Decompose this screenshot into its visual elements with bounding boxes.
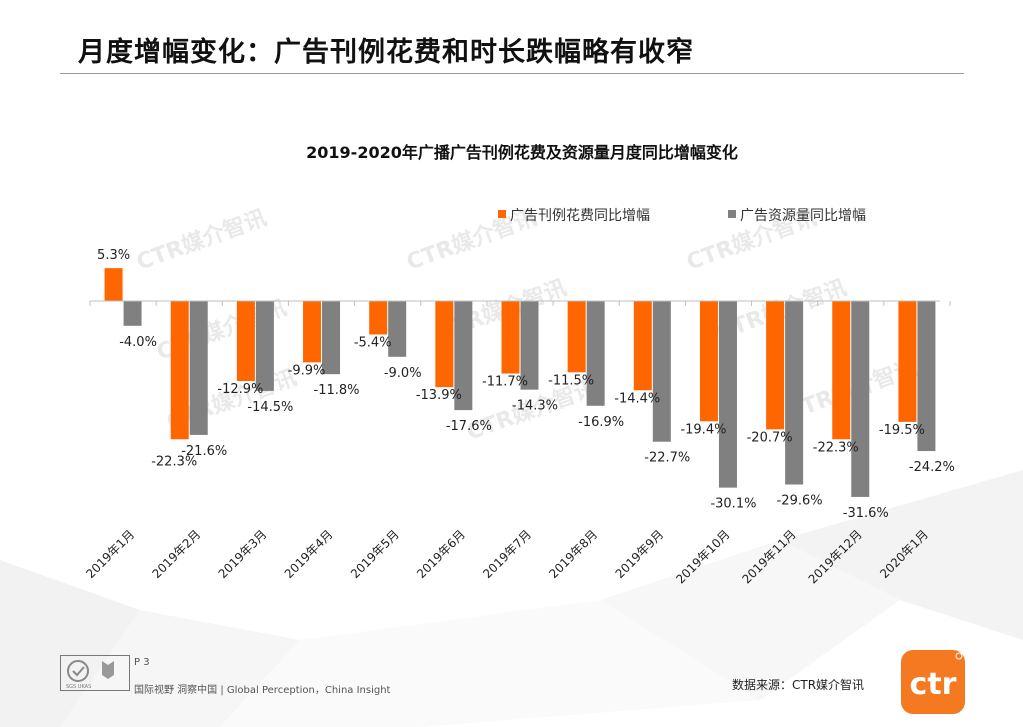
ctr-logo: ctr	[901, 650, 965, 714]
bar-s2-4	[322, 301, 341, 375]
bar-s2-7	[520, 301, 539, 390]
chart-title: 2019-2020年广播广告刊例花费及资源量月度同比增幅变化	[306, 143, 738, 162]
data-label-s2-5: -9.0%	[384, 366, 422, 381]
legend-swatch-1	[498, 210, 506, 218]
bar-s1-11	[766, 301, 785, 430]
cert-text: SGS UKAS	[66, 684, 91, 690]
bar-s1-2	[170, 301, 189, 440]
data-source: 数据来源：CTR媒介智讯	[732, 678, 865, 692]
bar-s1-12	[832, 301, 851, 440]
data-label-s1-8: -11.5%	[548, 373, 594, 388]
bar-s2-6	[454, 301, 473, 411]
x-tick-label-7: 2019年7月	[480, 527, 534, 581]
legend-swatch-2	[728, 210, 736, 218]
x-tick-label-11: 2019年11月	[739, 527, 798, 586]
x-tick-label-6: 2019年6月	[414, 527, 468, 581]
data-label-s2-10: -30.1%	[710, 497, 756, 512]
ctr-logo-text: ctr	[910, 667, 957, 702]
data-label-s1-7: -11.7%	[482, 375, 528, 390]
data-label-s2-1: -4.0%	[119, 335, 157, 350]
x-tick-label-13: 2020年1月	[877, 527, 931, 581]
data-label-s1-10: -19.4%	[680, 422, 726, 437]
bar-s2-2	[189, 301, 208, 435]
data-label-s1-6: -13.9%	[416, 388, 462, 403]
legend-label-1: 广告刊例花费同比增幅	[510, 208, 650, 224]
x-tick-label-8: 2019年8月	[546, 527, 600, 581]
title-divider	[60, 73, 964, 74]
bar-s1-8	[567, 301, 586, 373]
footer-tagline: 国际视野 洞察中国 | Global Perception，China Insi…	[134, 685, 391, 696]
bar-s1-6	[435, 301, 454, 388]
x-tick-label-4: 2019年4月	[282, 527, 336, 581]
bar-s1-9	[633, 301, 652, 391]
bar-s1-10	[699, 301, 718, 422]
bar-s1-7	[501, 301, 520, 374]
certification-logo: SGS UKAS	[60, 655, 130, 691]
x-tick-label-9: 2019年9月	[613, 527, 667, 581]
bar-s2-3	[255, 301, 274, 391]
x-tick-label-10: 2019年10月	[673, 527, 732, 586]
data-label-s2-7: -14.3%	[512, 399, 558, 414]
bar-s2-13	[917, 301, 936, 452]
bar-s1-13	[898, 301, 917, 422]
page-title: 月度增幅变化：广告刊例花费和时长跌幅略有收窄	[78, 37, 694, 68]
data-label-s1-5: -5.4%	[354, 335, 392, 350]
data-label-s1-2: -22.3%	[151, 454, 197, 469]
bar-s2-1	[123, 301, 142, 326]
bar-s2-11	[785, 301, 804, 485]
data-label-s2-3: -14.5%	[247, 400, 293, 415]
watermark-text: CTR媒介智讯	[133, 205, 270, 276]
data-label-s1-11: -20.7%	[747, 430, 793, 445]
data-label-s2-4: -11.8%	[314, 383, 360, 398]
x-tick-label-3: 2019年3月	[216, 527, 270, 581]
data-label-s1-4: -9.9%	[288, 363, 326, 378]
data-label-s2-13: -24.2%	[909, 460, 955, 475]
x-tick-label-1: 2019年1月	[83, 527, 137, 581]
data-label-s1-9: -14.4%	[614, 391, 660, 406]
x-tick-label-2: 2019年2月	[149, 527, 203, 581]
page-number: P 3	[134, 657, 150, 668]
x-tick-label-5: 2019年5月	[348, 527, 402, 581]
x-tick-label-12: 2019年12月	[806, 527, 865, 586]
bar-s1-3	[236, 301, 255, 381]
data-label-s2-12: -31.6%	[843, 506, 889, 521]
data-label-s1-3: -12.9%	[217, 382, 263, 397]
bar-s1-5	[369, 301, 388, 335]
data-label-s2-11: -29.6%	[777, 494, 823, 509]
data-label-s1-1: 5.3%	[97, 248, 130, 263]
data-label-s2-6: -17.6%	[446, 419, 492, 434]
bar-s2-5	[388, 301, 407, 357]
bar-s1-4	[303, 301, 322, 363]
data-label-s1-13: -19.5%	[879, 423, 925, 438]
data-label-s2-9: -22.7%	[644, 451, 690, 466]
data-label-s2-8: -16.9%	[578, 415, 624, 430]
data-label-s2-2: -21.6%	[181, 444, 227, 459]
bar-s1-1	[104, 268, 123, 301]
data-label-s1-12: -22.3%	[813, 440, 859, 455]
legend-label-2: 广告资源量同比增幅	[740, 208, 866, 224]
bar-s2-10	[718, 301, 737, 488]
bar-s2-8	[586, 301, 605, 406]
bar-s2-12	[851, 301, 870, 497]
bar-s2-9	[652, 301, 671, 442]
